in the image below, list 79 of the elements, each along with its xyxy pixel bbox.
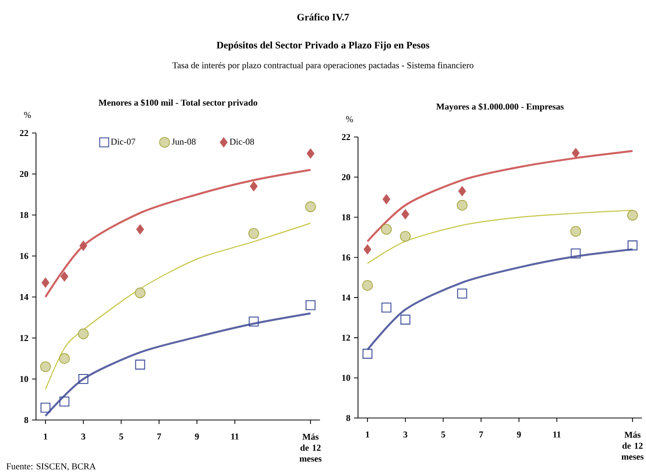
point (458, 186, 466, 196)
point (79, 240, 88, 251)
x-tick-label: 5 (441, 432, 446, 438)
point (40, 361, 51, 372)
text: Depósitos del Sector Privado a Plazo Fijo en Pesos (216, 41, 430, 51)
y-tick-label: 14 (20, 294, 28, 300)
text: Tasa de interés por plazo contractual para operaciones pactadas - Sistema financiero (172, 62, 474, 70)
point (59, 396, 70, 406)
y-tick-label: 20 (342, 174, 350, 180)
y-axis-title: % (24, 112, 31, 118)
x-tick-label: Más de 12 meses (622, 432, 644, 460)
point (400, 230, 411, 242)
legend-label: Jun-08 (172, 138, 196, 145)
source-note: Fuente: SISCEN, BCRA (6, 463, 96, 471)
line-series (44, 312, 312, 417)
y-tick-label: 20 (20, 170, 28, 178)
y-tick-label: 16 (342, 254, 350, 260)
point (78, 328, 89, 340)
x-tick-label: 5 (119, 434, 124, 440)
point (306, 148, 314, 159)
point (570, 226, 582, 237)
point (60, 271, 68, 282)
x-tick-label: 3 (81, 434, 86, 440)
point (78, 374, 88, 384)
y-tick-label: 22 (342, 134, 350, 140)
chart-title: Menores a $100 mil - Total sector privado (98, 99, 258, 108)
y-tick-label: 10 (20, 376, 28, 382)
y-tick-label: 18 (20, 212, 28, 218)
point (134, 288, 146, 298)
x-tick-label: 9 (194, 434, 199, 440)
point (248, 316, 259, 327)
point (362, 280, 373, 291)
point (382, 194, 390, 204)
point (628, 240, 638, 250)
y-tick-label: 12 (342, 334, 350, 341)
text: Gráfico IV.7 (297, 13, 349, 21)
y-tick-label: 12 (20, 335, 28, 341)
point (248, 228, 260, 239)
y-axis-title: % (346, 116, 353, 122)
x-tick-label: 7 (157, 434, 162, 440)
point (457, 288, 468, 298)
x-tick-label: 11 (553, 432, 561, 438)
line-series (366, 248, 634, 351)
legend-label: Dic-07 (110, 138, 136, 145)
point (381, 224, 392, 235)
point (305, 201, 316, 212)
x-tick-label: 1 (366, 432, 370, 438)
point (250, 181, 258, 192)
chart-title: Mayores a $1.000.000 - Empresas (436, 103, 564, 112)
y-tick-label: 10 (342, 374, 350, 381)
line-series (44, 168, 312, 298)
y-tick-label: 8 (346, 414, 350, 422)
point (306, 300, 316, 310)
line-series (44, 222, 312, 390)
point (40, 402, 50, 413)
point (136, 224, 144, 235)
x-tick-label: Más de 12 meses (300, 434, 322, 462)
y-tick-label: 16 (20, 252, 28, 260)
point (400, 314, 410, 325)
point (42, 277, 50, 288)
y-tick-label: 14 (342, 294, 350, 301)
point (456, 200, 468, 211)
point (381, 302, 392, 313)
point (572, 148, 580, 158)
legend-label: Dic-08 (230, 138, 254, 145)
x-tick-label: 9 (516, 432, 521, 438)
x-tick-label: 3 (403, 432, 408, 438)
y-tick-label: 18 (342, 214, 350, 220)
point (364, 244, 372, 255)
y-tick-label: 8 (24, 416, 28, 424)
point (135, 360, 146, 370)
y-tick-label: 22 (20, 130, 28, 136)
x-tick-label: 1 (44, 434, 48, 440)
point (59, 353, 70, 364)
point (570, 248, 581, 258)
x-tick-label: 11 (231, 434, 239, 440)
point (401, 209, 410, 220)
x-tick-label: 7 (479, 432, 484, 438)
point (362, 348, 372, 359)
